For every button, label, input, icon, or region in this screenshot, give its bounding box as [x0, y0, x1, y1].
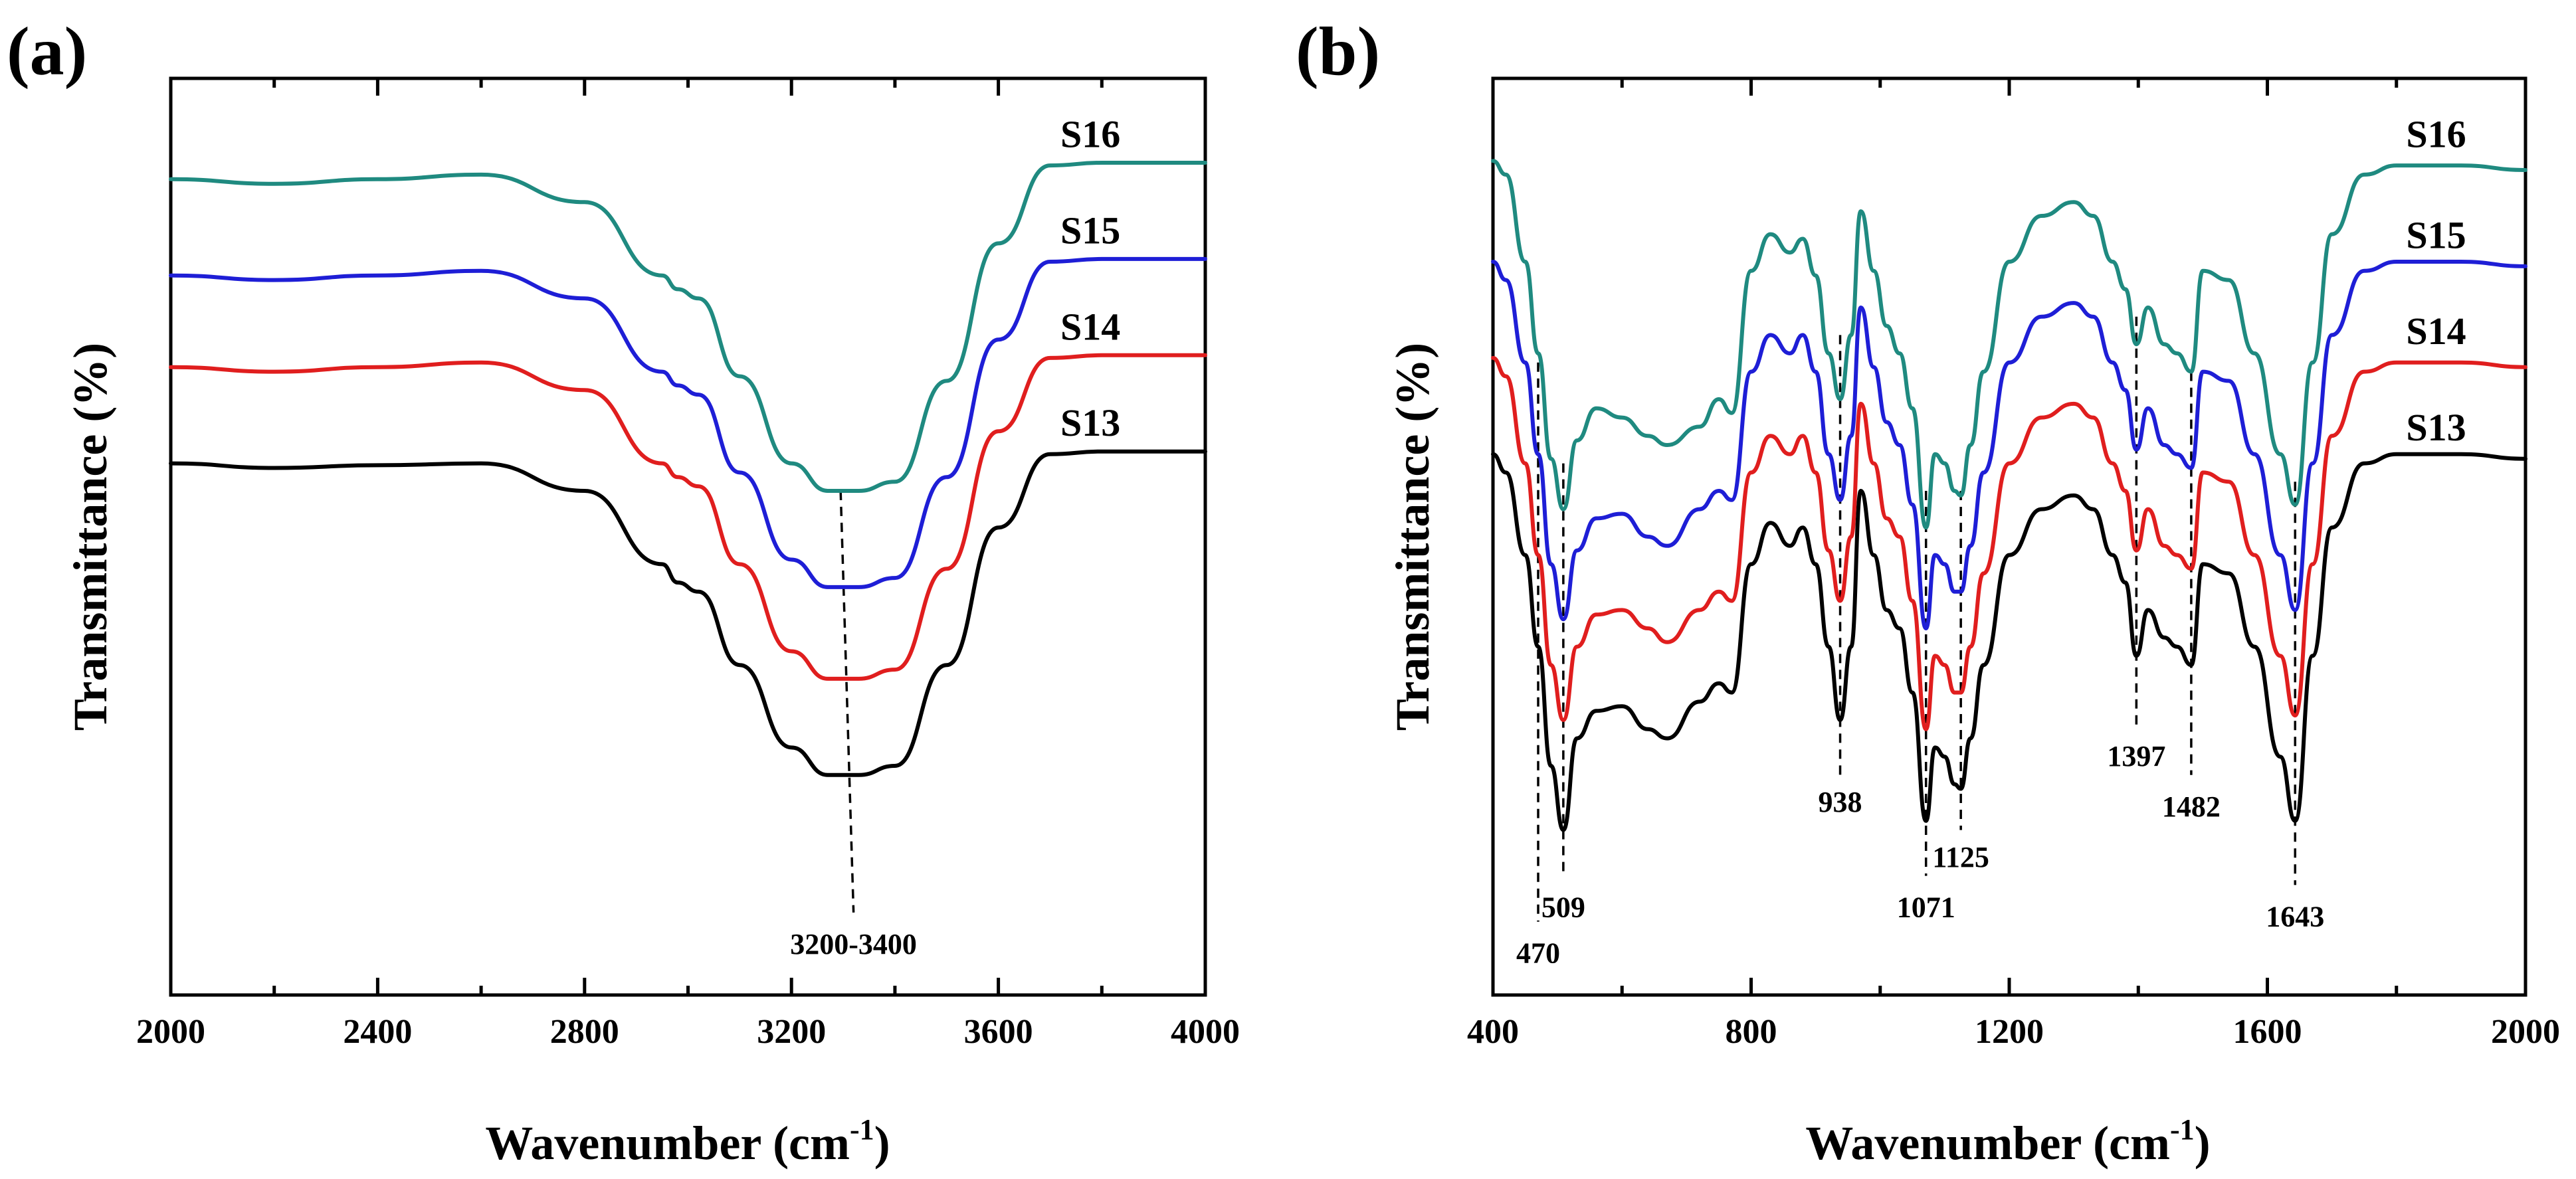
annotation-label-509: 509: [1541, 891, 1585, 924]
series-label-s14: S14: [1060, 305, 1120, 348]
x-tick-label: 3200: [757, 1013, 826, 1051]
series-line-s14: [169, 353, 1207, 681]
panel-a-annotation-labels: 3200-3400: [790, 928, 917, 960]
panel-a: (a) 2000 2400 2800 3200 3600 4000 S16S15S14S1…: [7, 13, 1240, 1170]
panel-b-label: (b): [1296, 13, 1380, 90]
panel-a-frame: [169, 76, 1207, 997]
annotation-label-1397: 1397: [2107, 740, 2165, 772]
series-label-s13: S13: [1060, 401, 1120, 444]
annotation-label-1643: 1643: [2266, 901, 2324, 933]
annotation-label-3200-3400: 3200-3400: [790, 928, 917, 960]
annotation-label-1482: 1482: [2162, 790, 2221, 823]
panel-b-x-axis-title: Wavenumber (cm-1): [1805, 1113, 2210, 1170]
panel-b-x-tick-labels: 400 800 1200 1600 2000: [1467, 1013, 2560, 1051]
series-line-s16: [1491, 159, 2527, 530]
series-line-s13: [169, 449, 1207, 777]
series-label-s16: S16: [1060, 113, 1120, 156]
x-tick-label: 1200: [1975, 1013, 2044, 1051]
panel-a-annotation-lines: [839, 490, 855, 913]
x-tick-label: 2800: [550, 1013, 619, 1051]
panel-b-series-labels: S16 S15 S14 S13: [2406, 113, 2466, 450]
series-line-s16: [169, 160, 1207, 493]
annotation-label-938: 938: [1819, 786, 1862, 818]
series-label-s14: S14: [2406, 310, 2466, 353]
annotation-label-1071: 1071: [1897, 891, 1955, 924]
panel-b-series-lines: [1491, 159, 2527, 832]
series-label-s13: S13: [2406, 406, 2466, 449]
panel-a-series-lines: [169, 160, 1207, 777]
series-label-s15: S15: [2406, 213, 2466, 256]
panel-b-x-ticks: [1491, 78, 2527, 995]
annotation-label-470: 470: [1516, 937, 1560, 970]
panel-a-x-tick-labels: 2000 2400 2800 3200 3600 4000: [136, 1013, 1240, 1051]
x-tick-label: 2000: [136, 1013, 205, 1051]
series-line-s15: [1491, 259, 2527, 630]
x-tick-label: 2400: [343, 1013, 412, 1051]
panel-b-annotation-labels: 470 509 938 1071 1125 1397 1482 1643: [1516, 740, 2324, 970]
series-label-s16: S16: [2406, 113, 2466, 156]
series-line-s13: [1491, 452, 2527, 832]
annotation-label-1125: 1125: [1932, 841, 1989, 873]
series-line-s15: [169, 256, 1207, 589]
x-tick-label: 800: [1726, 1013, 1777, 1051]
x-tick-label: 400: [1467, 1013, 1519, 1051]
panel-b-annotation-lines: [1537, 316, 2297, 922]
x-tick-label: 3600: [964, 1013, 1033, 1051]
annotation-line-3200-3400: [839, 490, 855, 913]
panel-b-y-axis-title: Transmittance (%): [1386, 343, 1439, 731]
series-label-s15: S15: [1060, 209, 1120, 252]
panel-a-label: (a): [7, 13, 87, 90]
x-tick-label: 1600: [2233, 1013, 2302, 1051]
panel-a-series-labels: S16 S15 S14 S13: [1060, 113, 1120, 445]
panel-a-x-axis-title: Wavenumber (cm-1): [485, 1113, 890, 1170]
series-line-s14: [1491, 355, 2527, 731]
panel-a-y-axis-title: Transmittance (%): [64, 343, 117, 731]
panel-a-x-ticks: [169, 78, 1207, 995]
x-tick-label: 4000: [1171, 1013, 1240, 1051]
x-tick-label: 2000: [2491, 1013, 2560, 1051]
panel-b: (b) 400 800 1200 1600 2000 S16 S15 S14 S13 470 5…: [1296, 13, 2560, 1170]
